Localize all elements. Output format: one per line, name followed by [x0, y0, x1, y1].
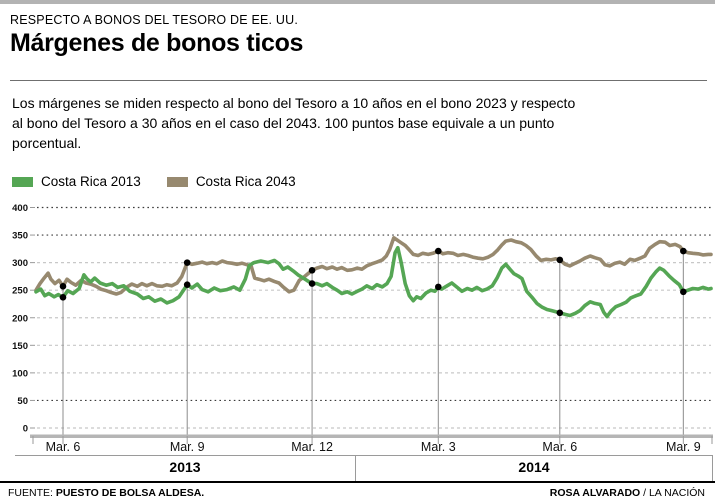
x-axis-date-label: Mar. 3	[421, 440, 456, 454]
series-line-costa-rica-2013	[34, 245, 713, 319]
x-axis-date-label: Mar. 9	[170, 440, 205, 454]
source-prefix: FUENTE:	[8, 487, 56, 499]
marker-dot	[556, 309, 564, 317]
description-line: al bono del Tesoro a 30 años en el caso …	[12, 115, 555, 131]
source-credit: FUENTE: PUESTO DE BOLSA ALDESA.	[8, 487, 204, 499]
title-divider	[10, 80, 707, 81]
marker-dot	[183, 259, 191, 266]
year-band-right-edge	[712, 455, 713, 481]
legend-label: Costa Rica 2043	[195, 174, 296, 189]
page-title: Márgenes de bonos ticos	[10, 29, 304, 57]
description-line: Los márgenes se miden respecto al bono d…	[12, 95, 576, 111]
y-axis-label: 300	[12, 258, 28, 269]
year-label-2014: 2014	[518, 459, 550, 475]
x-axis-baseline	[30, 434, 713, 438]
author-credit: ROSA ALVARADO / LA NACIÓN	[550, 487, 705, 499]
credit-author: ROSA ALVARADO	[549, 487, 641, 499]
year-band-top-rule	[15, 455, 713, 456]
x-axis-date-label: Mar. 6	[542, 440, 577, 454]
kicker: RESPECTO A BONOS DEL TESORO DE EE. UU.	[10, 13, 299, 27]
y-axis-label: 100	[12, 368, 28, 379]
marker-dot	[435, 283, 442, 291]
marker-dot	[680, 247, 687, 255]
marker-dot	[680, 288, 687, 296]
legend-label: Costa Rica 2013	[41, 174, 141, 189]
legend-swatch-brown	[166, 176, 188, 187]
y-axis-label: 350	[12, 231, 28, 242]
source-name: PUESTO DE BOLSA ALDESA.	[55, 487, 205, 499]
marker-dot	[435, 247, 442, 255]
credit-org: / LA NACIÓN	[640, 487, 705, 499]
legend-item-costa-rica-2013: Costa Rica 2013	[12, 174, 141, 189]
top-accent-bar	[0, 0, 715, 4]
year-label-2013: 2013	[169, 459, 201, 475]
marker-dot	[308, 280, 316, 287]
y-axis-label: 50	[17, 396, 28, 407]
y-axis-label: 250	[12, 286, 28, 297]
year-divider	[355, 455, 356, 481]
chart-canvas: 400 350 300 250 200 150 100 50 0 Mar. 6 Mar. 9 Mar.…	[12, 203, 713, 454]
x-axis-date-label: Mar. 9	[666, 440, 701, 454]
y-axis-label: 150	[12, 341, 28, 352]
y-axis-label: 0	[23, 424, 28, 435]
legend-swatch-green	[12, 176, 33, 187]
marker-dot	[308, 267, 316, 274]
marker-dot	[183, 281, 191, 288]
x-axis-date-label: Mar. 6	[46, 440, 81, 454]
chart-description: Los márgenes se miden respecto al bono d…	[12, 93, 662, 153]
legend-item-costa-rica-2043: Costa Rica 2043	[166, 174, 296, 189]
marker-dot	[556, 256, 564, 264]
y-axis-label: 200	[12, 313, 28, 324]
marker-dot	[59, 294, 67, 301]
footer-rule	[0, 481, 715, 483]
marker-dot	[59, 283, 67, 290]
x-axis-date-label: Mar. 12	[291, 440, 333, 454]
description-line: porcentual.	[12, 135, 82, 151]
chart-legend: Costa Rica 2013 Costa Rica 2043	[12, 174, 296, 189]
y-axis-label: 400	[12, 203, 28, 214]
series-line-costa-rica-2043	[34, 235, 713, 296]
